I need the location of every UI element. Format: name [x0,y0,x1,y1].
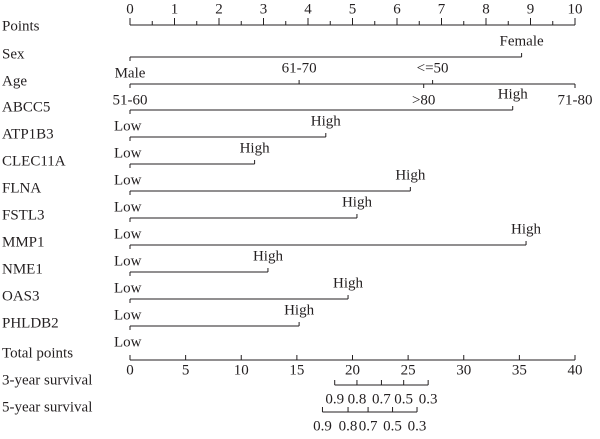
level-label: Male [115,65,146,81]
tick-label: 5 [182,362,190,378]
tick-label: 0.7 [372,391,391,407]
row-label: ABCC5 [2,99,50,115]
tick-label: 30 [456,362,471,378]
tick-label: 25 [401,362,416,378]
level-label: High [284,302,315,318]
row-label: OAS3 [2,288,40,304]
level-label: 71-80 [558,92,593,108]
row-label: CLEC11A [2,153,66,169]
row-label: NME1 [2,261,43,277]
level-label: Low [114,172,142,188]
level-label: High [342,194,373,210]
level-label: High [253,248,284,264]
tick-label: 0.7 [359,418,378,434]
tick-label: 0.3 [419,391,438,407]
row-label: ATP1B3 [2,126,54,142]
tick-label: 4 [304,1,312,17]
level-label: High [498,86,529,102]
tick-label: 0.8 [339,418,358,434]
row-label: FLNA [2,180,41,196]
level-label: 51-60 [113,92,148,108]
tick-label: 8 [482,1,490,17]
tick-label: 35 [512,362,527,378]
tick-label: 3 [260,1,268,17]
level-label: 61-70 [282,60,317,76]
tick-label: 0.3 [408,418,427,434]
row-label: 5-year survival [2,399,92,415]
row-label: Points [2,18,40,34]
level-label: <=50 [417,60,449,76]
tick-label: 0 [126,362,134,378]
level-label: Low [114,118,142,134]
level-label: High [511,221,542,237]
tick-label: 0 [126,1,134,17]
tick-label: 1 [171,1,179,17]
tick-label: 0.5 [394,391,413,407]
tick-label: 10 [568,1,583,17]
tick-label: 0.9 [313,418,332,434]
tick-label: 7 [438,1,446,17]
level-label: Low [114,307,142,323]
level-label: >80 [412,92,435,108]
level-label: Low [114,226,142,242]
row-label: Sex [2,46,25,62]
tick-label: 0.9 [325,391,344,407]
level-label: Female [500,33,544,49]
tick-label: 10 [234,362,249,378]
row-label: FSTL3 [2,207,45,223]
tick-label: 6 [393,1,401,17]
level-label: Low [114,199,142,215]
tick-label: 15 [289,362,304,378]
level-label: High [333,275,364,291]
row-label: MMP1 [2,234,45,250]
level-label: High [395,167,426,183]
row-label: 3-year survival [2,372,92,388]
tick-label: 9 [527,1,535,17]
tick-label: 40 [568,362,583,378]
row-label: Total points [2,345,73,361]
level-label: Low [114,334,142,350]
tick-label: 20 [345,362,360,378]
level-label: Low [114,280,142,296]
tick-label: 2 [215,1,223,17]
level-label: Low [114,253,142,269]
tick-label: 0.5 [383,418,402,434]
row-label: Age [2,73,27,89]
tick-label: 0.8 [348,391,367,407]
tick-label: 5 [349,1,357,17]
level-label: High [240,140,271,156]
level-label: Low [114,145,142,161]
level-label: High [311,113,342,129]
row-label: PHLDB2 [2,315,59,331]
